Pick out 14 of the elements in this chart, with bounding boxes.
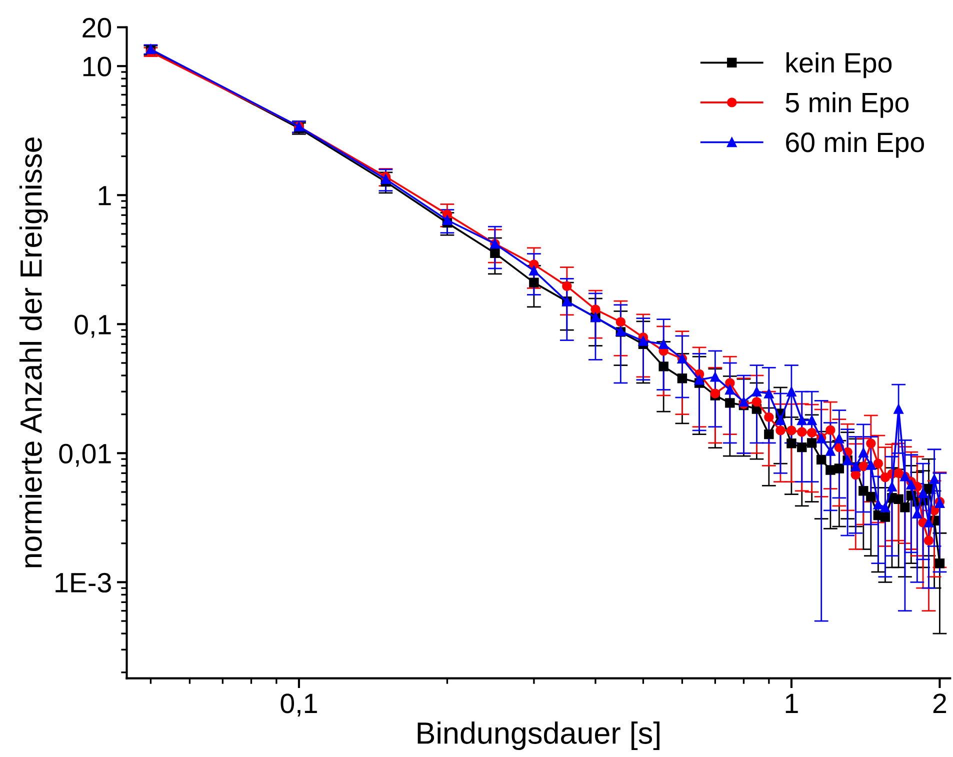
x-tick-label: 0,1 [280,694,317,717]
legend-label: 5 min Epo [786,92,909,118]
y-tick-label: 1 [98,186,111,206]
y-tick-label: 20 [82,18,112,38]
y-tick-label: 10 [83,56,112,76]
x-tick-label: 1 [786,694,798,713]
x-axis-title: Bindungsdauer [s] [418,722,660,750]
legend-label: 60 min Epo [786,132,924,158]
y-tick-label: 0,01 [59,444,111,467]
y-tick-label: 0,1 [74,314,111,338]
x-tick-label: 2 [933,694,946,713]
legend-label: kein Epo [786,52,892,78]
y-tick-label: 1E-3 [56,572,111,593]
y-axis-title: normierte Anzahl der Ereignisse [19,138,48,568]
